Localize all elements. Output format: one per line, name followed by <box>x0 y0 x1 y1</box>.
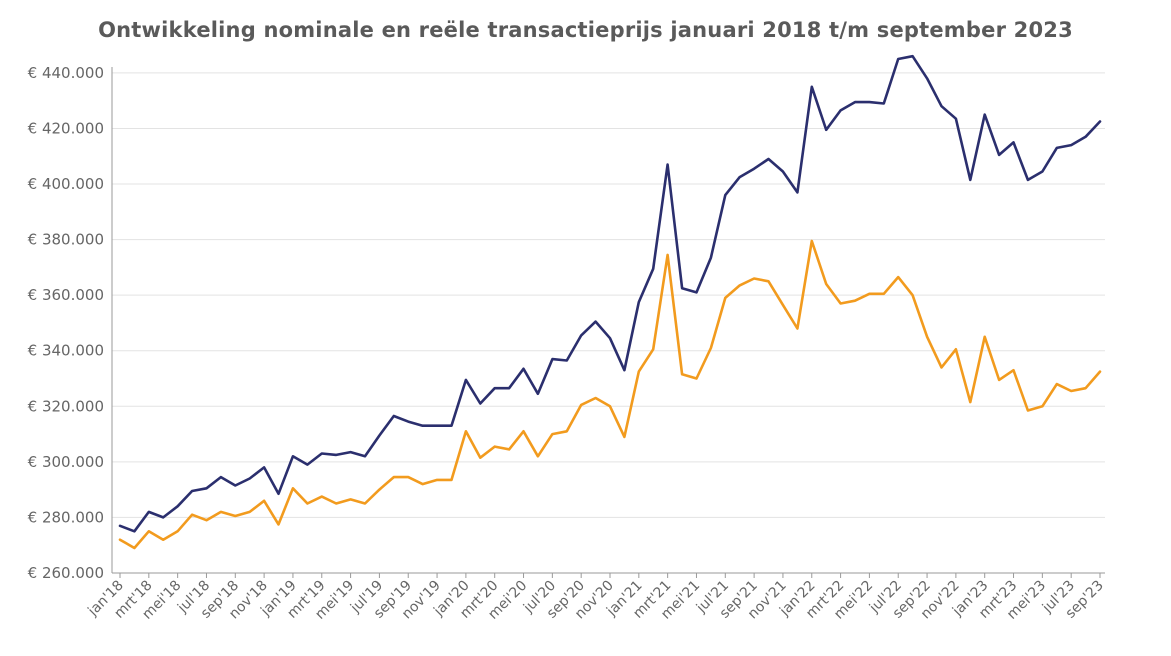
series-lines <box>118 54 1102 550</box>
y-tick-label: € 440.000 <box>28 64 104 82</box>
series-line-1 <box>118 54 1102 533</box>
y-tick-label: € 360.000 <box>28 286 104 304</box>
chart-title: Ontwikkeling nominale en reële transacti… <box>98 18 1073 42</box>
y-tick-label: € 400.000 <box>28 175 104 193</box>
y-tick-label: € 420.000 <box>28 119 104 137</box>
y-axis-tick-labels: € 260.000 € 280.000 € 300.000 € 320.000 € 34… <box>28 64 104 582</box>
y-tick-label: € 380.000 <box>28 231 104 249</box>
gridlines <box>112 72 1105 574</box>
y-tick-label: € 320.000 <box>28 397 104 415</box>
series-line-2 <box>118 239 1102 550</box>
y-tick-label: € 340.000 <box>28 342 104 360</box>
x-axis-tick-labels: jan'18mrt'18mei'18jul'18sep'18nov'18jan'… <box>84 573 1107 623</box>
y-tick-label: € 280.000 <box>28 508 104 526</box>
y-tick-label: € 260.000 <box>28 564 104 582</box>
y-tick-label: € 300.000 <box>28 453 104 471</box>
